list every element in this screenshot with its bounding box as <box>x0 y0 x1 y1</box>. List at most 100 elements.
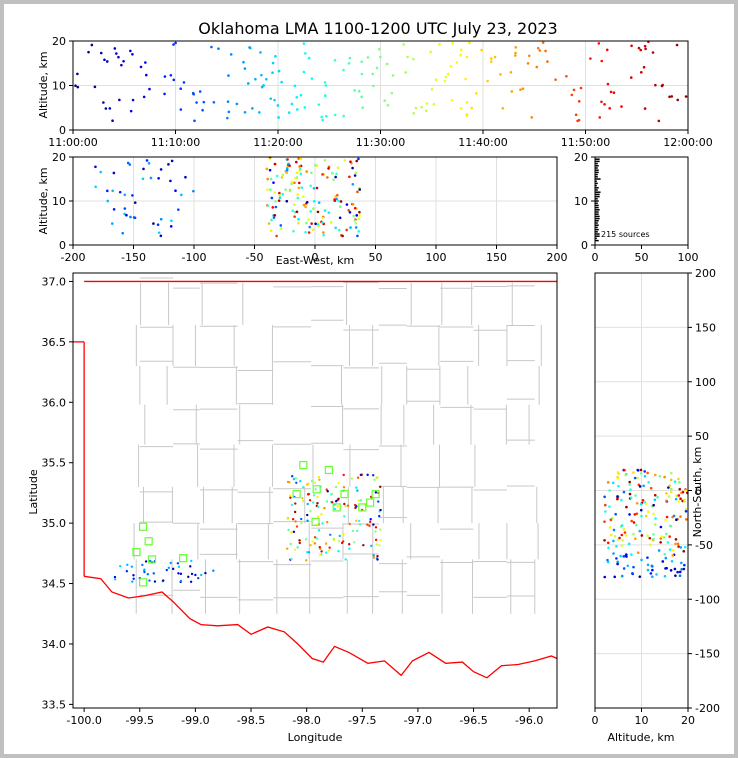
source-point <box>376 476 379 479</box>
source-point <box>673 480 677 483</box>
source-point <box>291 518 295 521</box>
x-tick-label: 11:00:00 <box>48 136 97 149</box>
source-point <box>360 72 364 76</box>
source-point <box>143 570 146 574</box>
station-marker <box>299 461 308 470</box>
source-point <box>659 525 663 529</box>
x-tick-label: 150 <box>486 251 507 264</box>
source-point <box>326 520 329 524</box>
source-point <box>190 572 194 576</box>
source-point <box>280 80 283 84</box>
source-point <box>358 188 362 191</box>
source-point <box>106 189 109 193</box>
source-point <box>292 229 295 233</box>
source-point <box>297 186 301 190</box>
source-point <box>296 193 299 196</box>
source-point <box>329 533 332 536</box>
station-marker <box>311 517 320 527</box>
source-point <box>298 541 301 545</box>
source-point <box>171 567 175 571</box>
source-point <box>323 159 327 162</box>
source-point <box>385 62 389 66</box>
source-point <box>156 223 160 227</box>
source-point <box>118 98 121 102</box>
source-point <box>277 69 281 73</box>
source-point <box>541 41 545 44</box>
source-point <box>630 519 633 523</box>
source-point <box>600 59 604 63</box>
source-point <box>99 51 103 55</box>
source-point <box>167 566 171 570</box>
y-tick-label: 20 <box>52 151 66 164</box>
ns-height-xlabel: Altitude, km <box>607 731 674 744</box>
source-point <box>289 496 292 499</box>
source-point <box>634 494 637 497</box>
source-point <box>170 219 173 223</box>
source-point <box>189 580 193 583</box>
source-point <box>269 177 273 181</box>
source-point <box>643 475 647 478</box>
source-point <box>318 553 322 557</box>
source-point <box>360 473 363 476</box>
source-point <box>475 91 478 95</box>
source-point <box>361 106 364 109</box>
source-point <box>305 559 308 562</box>
source-point <box>117 55 120 59</box>
lma-stations <box>132 461 380 587</box>
source-point <box>684 508 688 511</box>
source-point <box>638 485 642 488</box>
source-point <box>620 498 623 502</box>
source-point <box>639 472 643 475</box>
x-tick-label: 10 <box>635 714 649 727</box>
source-point <box>295 210 299 214</box>
source-point <box>169 225 173 228</box>
source-point <box>304 538 308 541</box>
source-point <box>336 505 339 508</box>
source-point <box>676 542 680 546</box>
source-point <box>609 518 613 522</box>
source-point <box>336 193 339 197</box>
source-point <box>174 189 177 193</box>
source-point <box>242 60 245 64</box>
source-point <box>296 546 299 549</box>
source-point <box>324 542 328 545</box>
source-point <box>612 91 616 94</box>
source-point <box>623 468 626 472</box>
source-point <box>429 50 432 54</box>
source-point <box>148 579 151 582</box>
source-point <box>620 524 624 527</box>
source-point <box>438 43 441 46</box>
source-point <box>260 73 263 77</box>
source-point <box>142 167 145 171</box>
y-tick-label: 10 <box>52 195 66 208</box>
source-point <box>312 207 315 210</box>
source-point <box>307 218 310 221</box>
source-point <box>306 483 309 486</box>
source-point <box>296 196 300 200</box>
source-point <box>493 55 497 59</box>
source-point <box>609 90 613 94</box>
source-point <box>259 51 262 54</box>
station-marker <box>144 537 153 546</box>
x-tick-label: -150 <box>121 251 146 264</box>
source-point <box>357 230 361 233</box>
source-point <box>565 74 568 78</box>
time-height-grid <box>72 40 689 131</box>
source-point <box>674 574 677 577</box>
source-point <box>372 556 376 559</box>
source-point <box>162 579 165 582</box>
source-point <box>666 541 670 544</box>
y-tick-label: 37.0 <box>42 275 67 288</box>
source-point <box>212 100 216 104</box>
source-point <box>189 565 192 568</box>
source-point <box>226 100 230 103</box>
source-point <box>455 61 459 64</box>
source-point <box>603 538 606 542</box>
source-point <box>287 528 290 532</box>
source-point <box>290 531 293 534</box>
source-point <box>649 572 653 575</box>
source-point <box>616 477 619 480</box>
source-point <box>132 574 135 577</box>
station-marker <box>132 548 141 557</box>
source-point <box>620 544 624 547</box>
